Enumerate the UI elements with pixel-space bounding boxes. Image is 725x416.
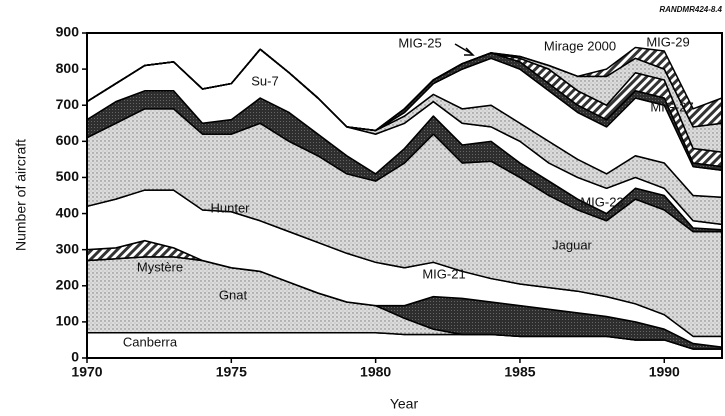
y-tick-label: 600 (56, 132, 80, 148)
x-tick-label: 1980 (360, 364, 391, 380)
y-tick-label: 200 (56, 276, 80, 292)
y-tick-label: 400 (56, 204, 80, 220)
series-label: Mystère (137, 259, 183, 274)
x-axis-label: Year (390, 396, 419, 412)
series-label: Canberra (123, 334, 178, 349)
series-label: Hunter (210, 200, 250, 215)
source-note: RANDMR424-8.4 (659, 5, 722, 14)
series-label: Su-7 (251, 73, 278, 88)
x-tick-label: 1975 (216, 364, 247, 380)
series-label: MIG-25 (398, 35, 441, 50)
y-tick-label: 0 (71, 349, 79, 365)
y-tick-label: 300 (56, 240, 80, 256)
areas (86, 46, 723, 359)
x-tick-label: 1985 (504, 364, 535, 380)
series-label: MIG-27 (650, 99, 693, 114)
plot-frame (86, 32, 723, 359)
series-label: MIG-23 (580, 194, 623, 209)
annotation-arrow (454, 43, 475, 56)
y-tick-label: 500 (56, 168, 80, 184)
y-tick-label: 700 (56, 96, 80, 112)
series-label: MIG-21 (422, 266, 465, 281)
y-tick-label: 900 (56, 24, 80, 40)
y-tick-label: 100 (56, 313, 80, 329)
x-tick-label: 1990 (649, 364, 680, 380)
series-label: Jaguar (552, 237, 592, 252)
series-label: Gnat (219, 287, 248, 302)
x-tick-label: 1970 (71, 364, 102, 380)
series-label: Mirage 2000 (544, 38, 616, 53)
y-tick-label: 800 (56, 60, 80, 76)
y-axis-label: Number of aircraft (13, 139, 29, 251)
series-label: MIG-29 (646, 34, 689, 49)
